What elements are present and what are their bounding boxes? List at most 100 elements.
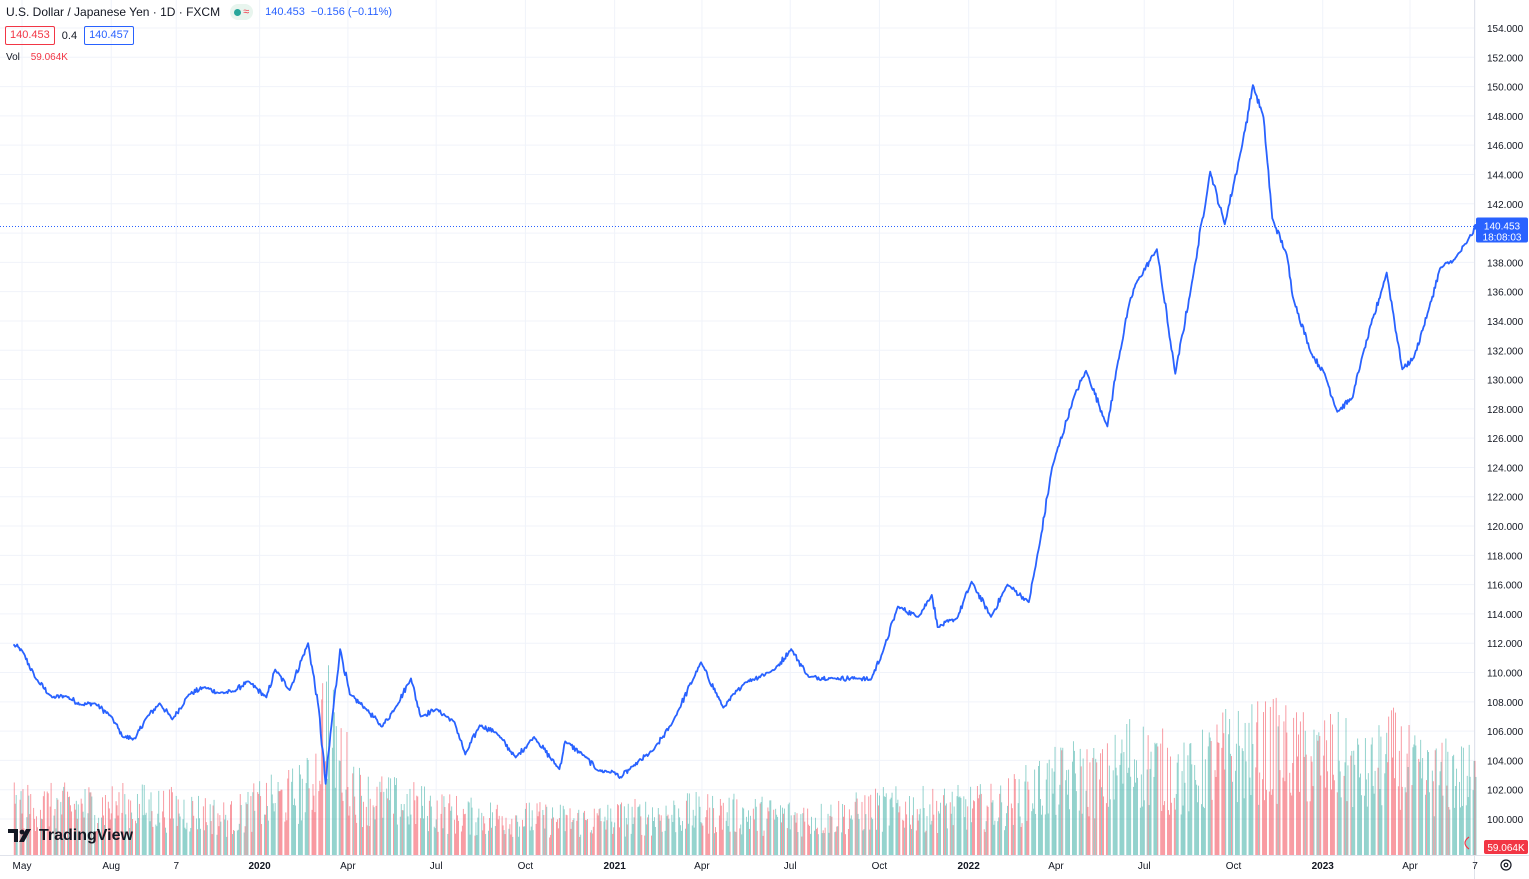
volume-bar — [338, 760, 340, 855]
volume-bar — [1285, 705, 1287, 855]
volume-legend[interactable]: Vol 59.064K — [6, 52, 68, 63]
volume-bar — [631, 806, 633, 855]
gear-icon[interactable] — [1499, 858, 1513, 872]
volume-badge — [1484, 840, 1528, 854]
volume-bar — [687, 823, 689, 855]
volume-bar — [75, 800, 77, 855]
volume-bar — [590, 830, 592, 855]
volume-bar — [379, 781, 381, 855]
volume-bar — [623, 806, 625, 855]
volume-bar — [254, 810, 256, 855]
volume-bar — [490, 802, 491, 855]
spread-value: 0.4 — [61, 29, 78, 42]
scroll-to-realtime-icon[interactable] — [1458, 834, 1472, 852]
volume-bar — [110, 813, 112, 855]
volume-bar — [291, 781, 293, 855]
volume-bar — [435, 819, 437, 855]
volume-bar — [1412, 747, 1414, 855]
volume-bar — [1072, 761, 1073, 855]
time-axis[interactable]: May Aug 7 2020 Apr Jul Oct 2021 Apr Jul Oct 2022 Apr… — [13, 861, 1479, 872]
volume-bar — [1026, 820, 1028, 855]
volume-bar — [673, 800, 675, 855]
volume-bar — [657, 808, 659, 855]
volume-bar — [597, 815, 599, 855]
volume-bar — [626, 824, 628, 855]
volume-bar — [1330, 789, 1332, 855]
volume-bar — [1028, 789, 1030, 855]
volume-bar — [428, 800, 430, 855]
volume-bar — [1201, 729, 1203, 855]
volume-bar — [634, 798, 636, 855]
volume-bar — [1115, 767, 1117, 855]
volume-bar — [1164, 801, 1166, 855]
volume-bar — [97, 823, 99, 855]
volume-bar — [1082, 758, 1084, 855]
volume-bar — [96, 830, 98, 855]
volume-bar — [158, 790, 160, 855]
volume-bar — [1364, 738, 1366, 855]
volume-bar — [1333, 780, 1335, 855]
symbol-legend[interactable]: U.S. Dollar / Japanese Yen · 1D · FXCM ≈… — [6, 4, 392, 20]
volume-bar — [803, 807, 805, 855]
volume-bar — [1210, 741, 1212, 855]
volume-bar — [666, 816, 668, 855]
volume-bar — [497, 819, 499, 855]
symbol-title[interactable]: U.S. Dollar / Japanese Yen · 1D · FXCM — [6, 5, 221, 19]
volume-bar — [1377, 767, 1379, 855]
volume-bar — [551, 818, 553, 855]
volume-bar — [1326, 740, 1328, 855]
volume-bar — [387, 798, 389, 855]
volume-bar — [850, 815, 852, 855]
volume-bar — [899, 806, 901, 855]
volume-bar — [1048, 759, 1050, 855]
volume-bar — [539, 802, 541, 855]
volume-bar — [380, 792, 382, 855]
volume-bar — [1278, 715, 1280, 855]
volume-bar — [265, 782, 267, 855]
volume-bar — [1235, 743, 1237, 855]
volume-bar — [665, 805, 667, 855]
volume-bar — [994, 820, 996, 855]
volume-value: 59.064K — [30, 52, 68, 63]
volume-bar — [815, 829, 817, 855]
volume-bar — [1087, 806, 1089, 855]
volume-bar — [943, 795, 944, 855]
volume-bar — [878, 795, 880, 855]
volume-bar — [959, 796, 961, 855]
volume-bar — [475, 822, 477, 855]
volume-bar — [564, 831, 566, 855]
volume-bar — [399, 816, 401, 855]
volume-bar — [504, 834, 506, 855]
ask-price[interactable]: 140.457 — [84, 26, 134, 45]
volume-bar — [233, 829, 234, 855]
volume-bar — [361, 795, 362, 855]
volume-bar — [1229, 718, 1231, 855]
volume-bar — [528, 802, 530, 855]
price-axis[interactable]: 100.000 102.000 104.000 106.000 108.000 110.0… — [1487, 24, 1524, 826]
volume-bar — [1350, 755, 1352, 855]
y-tick-label: 124.000 — [1487, 463, 1524, 474]
volume-bar — [535, 823, 537, 855]
volume-bar — [808, 824, 810, 855]
volume-bar — [885, 793, 887, 855]
bid-price[interactable]: 140.453 — [5, 26, 55, 45]
volume-bar — [482, 830, 484, 855]
market-status-icon[interactable]: ≈ — [230, 4, 254, 20]
volume-bar — [468, 802, 470, 855]
volume-bar — [632, 823, 634, 855]
tradingview-logo[interactable]: TradingView — [8, 827, 133, 845]
volume-bar — [1312, 786, 1314, 855]
volume-bar — [542, 809, 544, 855]
volume-bar — [177, 799, 179, 855]
volume-bar — [1427, 752, 1429, 855]
volume-bar — [131, 812, 133, 855]
volume-bar — [1245, 761, 1247, 855]
volume-bar — [1459, 781, 1460, 855]
volume-bar — [980, 793, 982, 855]
volume-bar — [793, 815, 795, 855]
volume-bar — [877, 792, 878, 855]
volume-bar — [135, 820, 136, 855]
volume-bar — [151, 811, 153, 855]
volume-bar — [244, 826, 246, 855]
